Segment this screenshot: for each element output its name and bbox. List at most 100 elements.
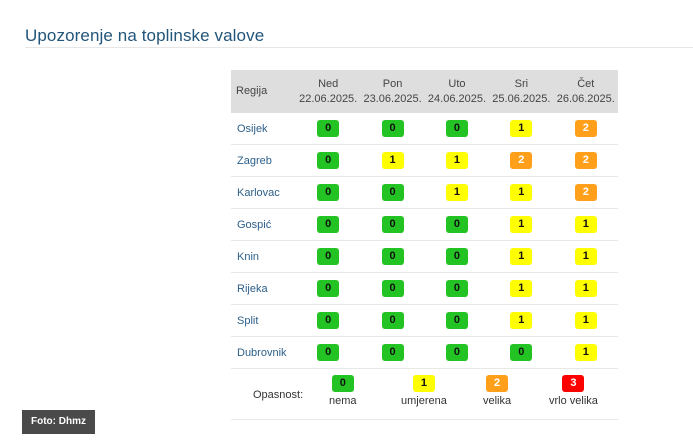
level-badge: 0 <box>381 312 404 329</box>
table-row: Karlovac 0 0 1 1 2 <box>231 176 618 209</box>
level-badge: 1 <box>510 248 533 265</box>
level-cell: 1 <box>489 176 554 209</box>
day-name: Sri <box>514 77 529 90</box>
level-cell: 0 <box>296 304 361 337</box>
page-title: Upozorenje na toplinske valove <box>25 26 265 46</box>
level-cell: 1 <box>489 208 554 241</box>
day-column-header: Čet 26.06.2025. <box>553 70 618 113</box>
level-cell: 1 <box>424 176 490 209</box>
level-cell: 0 <box>360 336 425 369</box>
level-badge: 0 <box>445 344 468 361</box>
level-badge: 1 <box>510 312 533 329</box>
level-badge: 0 <box>381 184 404 201</box>
level-cell: 0 <box>424 113 490 145</box>
table-row: Split 0 0 0 1 1 <box>231 304 618 337</box>
level-badge: 1 <box>574 312 597 329</box>
level-badge: 1 <box>574 280 597 297</box>
title-divider <box>25 47 693 48</box>
legend-item-moderate: 1 umjerena <box>401 375 447 407</box>
level-cell: 1 <box>489 304 554 337</box>
level-badge: 0 <box>317 312 340 329</box>
day-date: 22.06.2025. <box>299 92 358 105</box>
level-cell: 0 <box>296 208 361 241</box>
table-row: Knin 0 0 0 1 1 <box>231 240 618 273</box>
level-cell: 1 <box>553 208 618 241</box>
legend-item-none: 0 nema <box>329 375 357 407</box>
level-badge: 0 <box>317 184 340 201</box>
level-cell: 2 <box>553 144 618 177</box>
day-column-header: Sri 25.06.2025. <box>489 70 554 113</box>
level-badge: 1 <box>510 120 533 137</box>
level-cell: 2 <box>489 144 554 177</box>
level-badge: 0 <box>317 344 340 361</box>
level-cell: 2 <box>553 176 618 209</box>
day-date: 24.06.2025. <box>427 92 487 105</box>
photo-credit: Foto: Dhmz <box>22 410 95 434</box>
day-date: 23.06.2025. <box>363 92 422 105</box>
region-link[interactable]: Split <box>231 304 296 337</box>
table-body: Osijek 0 0 0 1 2 Zagreb 0 1 1 2 2 Karlovac 0 0 1 1 2 Gospi… <box>231 113 618 369</box>
legend-item-high: 2 velika <box>483 375 511 407</box>
level-cell: 1 <box>489 272 554 305</box>
level-cell: 0 <box>360 176 425 209</box>
day-name: Čet <box>577 77 595 90</box>
day-column-header: Pon 23.06.2025. <box>360 70 425 113</box>
day-date: 26.06.2025. <box>556 92 615 105</box>
level-badge: 0 <box>381 120 404 137</box>
table-row: Dubrovnik 0 0 0 0 1 <box>231 336 618 369</box>
level-cell: 0 <box>296 240 361 273</box>
level-cell: 0 <box>296 336 361 369</box>
table-row: Zagreb 0 1 1 2 2 <box>231 144 618 177</box>
level-badge: 0 <box>317 120 340 137</box>
level-cell: 0 <box>360 113 425 145</box>
level-badge: 1 <box>510 280 533 297</box>
level-cell: 2 <box>553 113 618 145</box>
day-name: Ned <box>318 77 339 90</box>
level-badge: 2 <box>510 152 533 169</box>
level-cell: 0 <box>296 144 361 177</box>
region-link[interactable]: Rijeka <box>231 272 296 305</box>
level-badge: 0 <box>445 248 468 265</box>
level-badge: 2 <box>486 375 509 392</box>
level-cell: 0 <box>424 272 490 305</box>
level-badge: 0 <box>381 280 404 297</box>
level-badge: 0 <box>445 280 468 297</box>
level-badge: 1 <box>574 216 597 233</box>
level-badge: 0 <box>317 280 340 297</box>
day-name: Uto <box>448 77 466 90</box>
level-badge: 1 <box>381 152 404 169</box>
table-header-row: Regija Ned 22.06.2025. Pon 23.06.2025. Uto… <box>231 70 618 113</box>
table-row: Osijek 0 0 0 1 2 <box>231 113 618 145</box>
level-badge: 2 <box>574 152 597 169</box>
level-cell: 0 <box>360 240 425 273</box>
level-cell: 1 <box>553 272 618 305</box>
region-link[interactable]: Karlovac <box>231 176 296 209</box>
level-badge: 0 <box>445 120 468 137</box>
level-badge: 1 <box>445 152 468 169</box>
level-badge: 0 <box>317 152 340 169</box>
heatwave-warning-table: Regija Ned 22.06.2025. Pon 23.06.2025. Uto… <box>231 70 618 369</box>
level-badge: 3 <box>562 375 585 392</box>
legend-label: Opasnost: <box>253 389 304 401</box>
level-cell: 0 <box>360 208 425 241</box>
region-link[interactable]: Zagreb <box>231 144 296 177</box>
day-column-header: Uto 24.06.2025. <box>424 70 490 113</box>
day-column-header: Ned 22.06.2025. <box>296 70 361 113</box>
region-link[interactable]: Gospić <box>231 208 296 241</box>
level-cell: 1 <box>553 240 618 273</box>
legend-text: velika <box>483 395 512 407</box>
legend-text: vrlo velika <box>549 395 598 407</box>
level-badge: 1 <box>574 248 597 265</box>
level-cell: 1 <box>553 336 618 369</box>
region-link[interactable]: Knin <box>231 240 296 273</box>
level-cell: 0 <box>489 336 554 369</box>
level-cell: 0 <box>424 304 490 337</box>
level-cell: 0 <box>296 113 361 145</box>
danger-legend: Opasnost: 0 nema 1 umjerena 2 velika 3 v… <box>231 369 618 420</box>
level-cell: 0 <box>424 208 490 241</box>
region-link[interactable]: Osijek <box>231 113 296 145</box>
level-badge: 0 <box>331 375 354 392</box>
level-cell: 0 <box>360 272 425 305</box>
region-link[interactable]: Dubrovnik <box>231 336 296 369</box>
level-cell: 1 <box>424 144 490 177</box>
